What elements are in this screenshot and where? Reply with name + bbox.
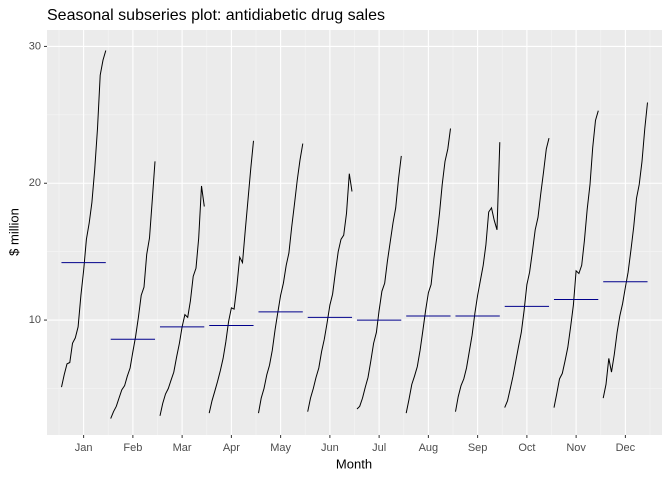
subseries-line bbox=[455, 142, 501, 412]
y-tick-label: 10 bbox=[29, 314, 41, 326]
y-tick-label: 20 bbox=[29, 177, 41, 189]
subseries-line bbox=[208, 140, 254, 414]
x-tick-label: Mar bbox=[173, 442, 192, 454]
x-tick-label: Jul bbox=[372, 442, 386, 454]
y-tick-label: 30 bbox=[29, 40, 41, 52]
x-tick-label: Sep bbox=[468, 442, 488, 454]
x-tick-label: May bbox=[270, 442, 291, 454]
x-tick-label: Nov bbox=[566, 442, 586, 454]
subseries-line bbox=[602, 102, 648, 399]
chart-title: Seasonal subseries plot: antidiabetic dr… bbox=[47, 7, 385, 24]
x-tick-label: Aug bbox=[419, 442, 439, 454]
x-tick-label: Jan bbox=[75, 442, 93, 454]
x-tick-label: Dec bbox=[616, 442, 636, 454]
subseries-line bbox=[307, 173, 353, 412]
subseries-line bbox=[553, 110, 599, 408]
subseries-line bbox=[258, 143, 304, 414]
subseries-line bbox=[61, 50, 107, 388]
subseries-line bbox=[356, 155, 402, 410]
x-tick-label: Apr bbox=[223, 442, 240, 454]
subseries-line bbox=[405, 128, 451, 414]
subseries-line bbox=[110, 161, 156, 419]
x-axis-title: Month bbox=[336, 456, 372, 471]
x-tick-label: Feb bbox=[123, 442, 142, 454]
y-axis-title: $ million bbox=[6, 208, 21, 256]
x-tick-label: Oct bbox=[518, 442, 535, 454]
x-tick-label: Jun bbox=[321, 442, 339, 454]
subseries-line bbox=[504, 137, 550, 408]
